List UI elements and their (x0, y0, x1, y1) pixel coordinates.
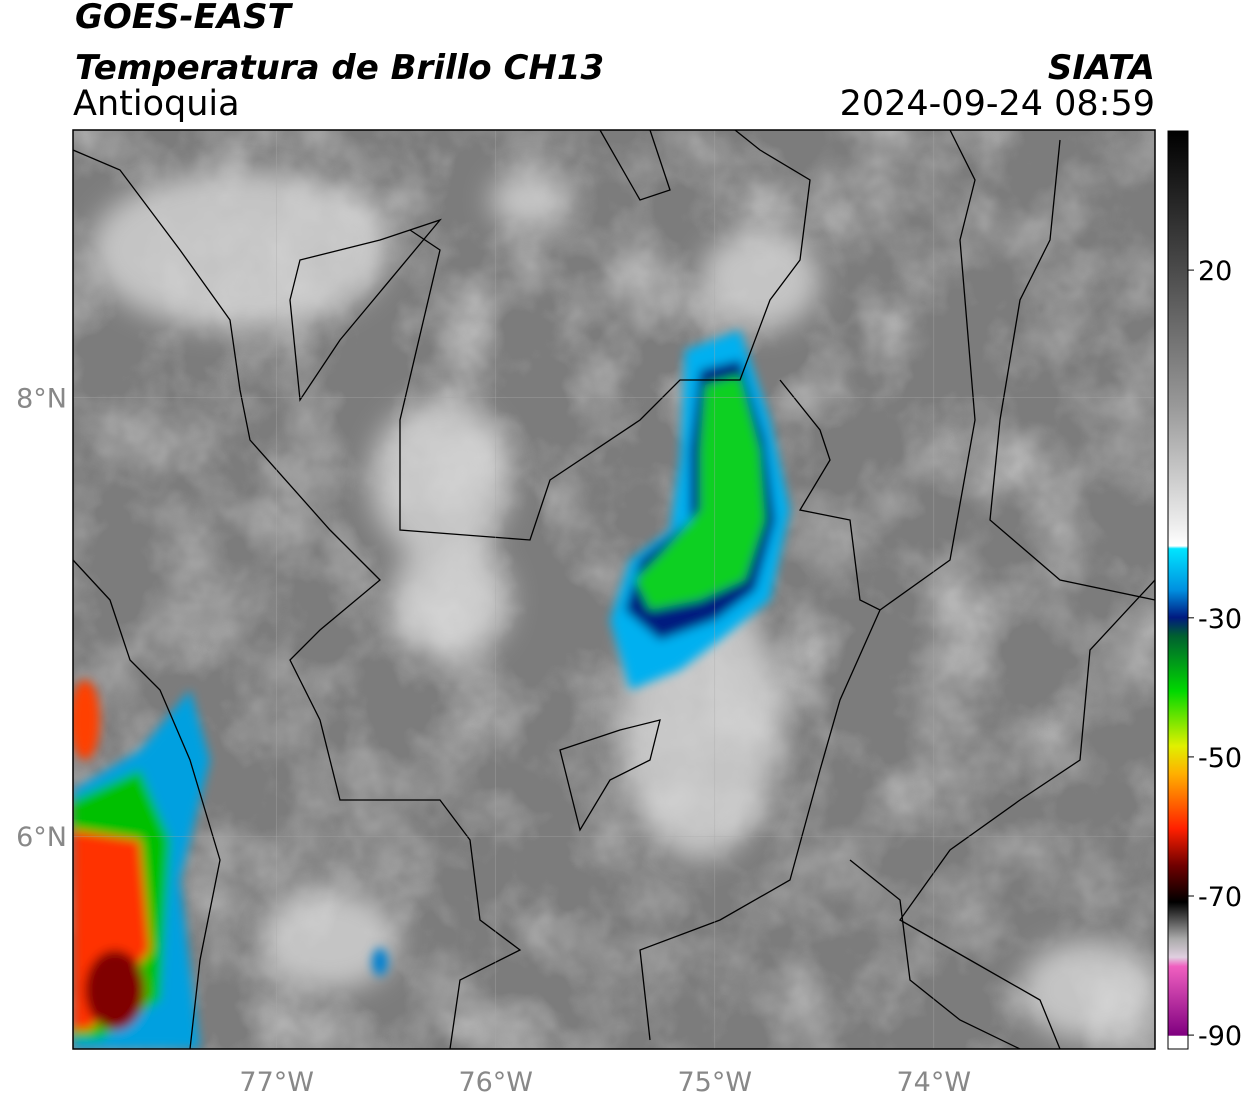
y-tick-label: 6°N (16, 822, 67, 853)
colorbar-tick-label: -50 (1198, 743, 1242, 774)
colorbar (1167, 130, 1189, 1050)
labels: 77°W 76°W 75°W 74°W 8°N 6°N 20 -30 -50 -70 -90 (16, 256, 1242, 1098)
x-tick-label: 77°W (239, 1067, 314, 1098)
x-tick-label: 74°W (897, 1067, 972, 1098)
y-tick-label: 8°N (16, 384, 67, 415)
map-frame (72, 129, 1156, 1050)
colorbar-tick-label: 20 (1198, 256, 1232, 287)
x-tick-label: 76°W (458, 1067, 533, 1098)
timestamp: 2024-09-24 08:59 (840, 84, 1155, 124)
subtitle: Temperatura de Brillo CH13 (75, 48, 604, 88)
colorbar-tick-label: -70 (1198, 882, 1242, 913)
satellite-image (73, 130, 1155, 1049)
title: GOES-EAST (75, 0, 294, 37)
colorbar-tick-label: -30 (1198, 604, 1242, 635)
colorbar-tick-label: -90 (1198, 1021, 1242, 1052)
region: Antioquia (73, 84, 240, 124)
gridlines (73, 130, 1155, 1049)
x-tick-label: 75°W (677, 1067, 752, 1098)
borders (73, 130, 1155, 1049)
source: SIATA (1048, 48, 1155, 88)
